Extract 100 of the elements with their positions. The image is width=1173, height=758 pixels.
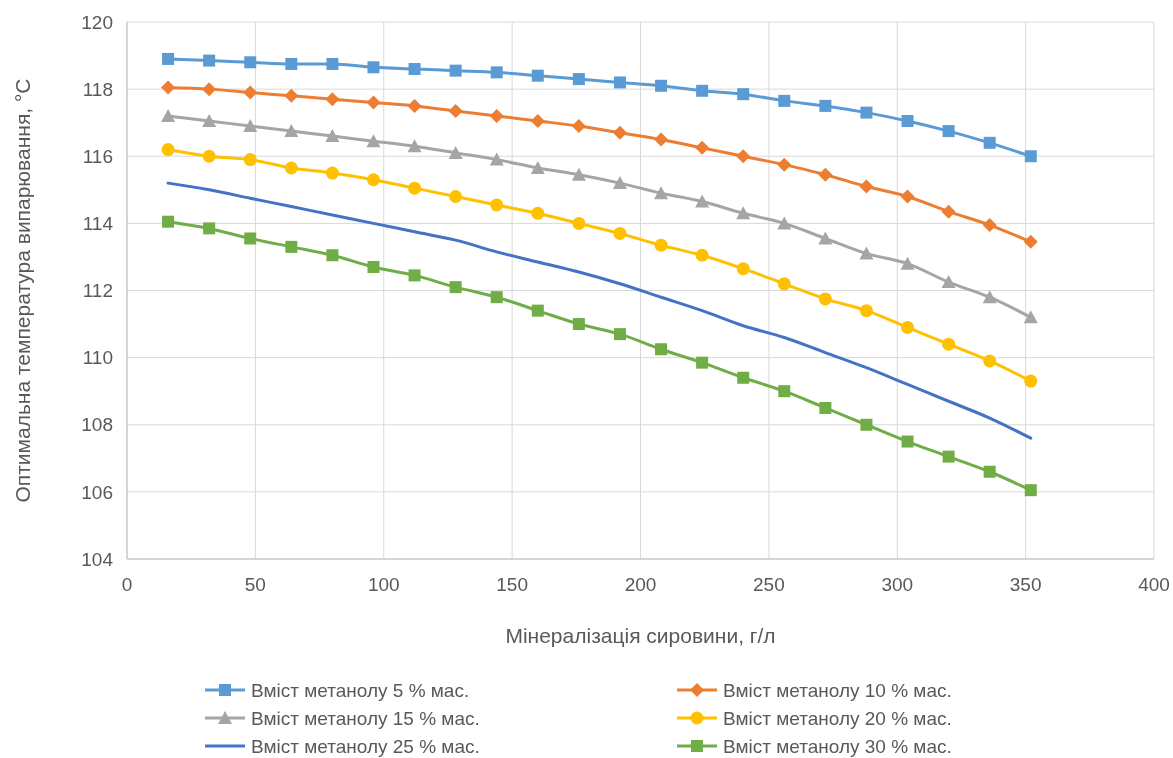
point — [819, 99, 832, 112]
point — [325, 166, 339, 180]
point — [161, 143, 175, 157]
point — [366, 134, 381, 148]
legend-label: Вміст метанолу 15 % мас. — [251, 707, 480, 729]
point — [407, 139, 422, 153]
y-tick-label: 108 — [81, 414, 113, 436]
point — [942, 450, 955, 463]
x-tick-label: 150 — [496, 574, 528, 595]
point — [941, 204, 956, 219]
point — [1023, 234, 1038, 249]
point — [161, 108, 176, 122]
point — [860, 418, 873, 431]
point — [818, 167, 833, 182]
point — [530, 161, 545, 174]
point — [777, 216, 792, 230]
point — [942, 125, 955, 138]
line-series — [166, 181, 1033, 440]
y-tick-label: 106 — [81, 481, 113, 503]
point — [613, 76, 626, 89]
point — [901, 320, 915, 334]
point — [285, 57, 298, 70]
legend-label: Вміст метанолу 10 % мас. — [723, 679, 952, 701]
x-tick-label: 50 — [244, 574, 266, 595]
y-axis-title: Оптимальна температура випарювання, °C — [11, 78, 34, 503]
point — [531, 69, 544, 82]
point — [612, 125, 627, 140]
point — [859, 179, 874, 194]
point — [572, 216, 586, 230]
point — [366, 95, 381, 110]
point — [777, 277, 791, 291]
x-tick-label: 0 — [121, 574, 133, 595]
point — [408, 181, 422, 195]
point — [982, 218, 997, 233]
point — [202, 82, 217, 97]
point — [530, 114, 545, 129]
point — [284, 161, 298, 175]
point — [243, 119, 258, 133]
point — [736, 262, 750, 276]
point — [901, 435, 914, 448]
point — [983, 136, 996, 149]
point — [284, 88, 299, 103]
x-tick-label: 100 — [367, 574, 400, 595]
point — [408, 269, 421, 282]
point — [942, 337, 956, 351]
x-tick-label: 400 — [1138, 574, 1170, 595]
point — [407, 98, 422, 113]
point — [736, 206, 751, 220]
point — [325, 129, 340, 143]
point — [243, 153, 257, 167]
point — [696, 356, 709, 369]
point — [655, 79, 668, 92]
point — [326, 249, 339, 262]
point — [490, 291, 503, 304]
point — [162, 215, 175, 228]
y-tick-label: 110 — [82, 347, 113, 369]
point — [202, 149, 216, 163]
point — [325, 92, 340, 107]
y-tick-label: 104 — [81, 548, 114, 570]
point — [203, 222, 216, 235]
point — [1023, 310, 1038, 324]
point — [571, 167, 586, 181]
point — [449, 190, 463, 204]
point — [983, 354, 997, 368]
x-tick-label: 250 — [753, 574, 785, 595]
point — [613, 226, 627, 240]
point — [531, 304, 544, 317]
point — [900, 189, 915, 204]
point — [654, 132, 669, 147]
point — [695, 140, 710, 155]
point — [571, 119, 586, 134]
point — [695, 248, 709, 262]
point — [490, 198, 504, 212]
point — [490, 66, 503, 79]
point — [161, 80, 176, 95]
point — [819, 401, 832, 414]
legend-label: Вміст метанолу 20 % мас. — [723, 707, 952, 729]
point — [326, 57, 339, 70]
point — [448, 145, 463, 159]
point — [696, 84, 709, 97]
point — [1024, 484, 1037, 497]
point — [449, 64, 462, 77]
point — [284, 124, 299, 138]
point — [655, 343, 668, 356]
point — [737, 88, 750, 101]
point — [285, 240, 298, 253]
point — [654, 238, 668, 252]
point — [243, 85, 258, 100]
point — [941, 275, 956, 289]
point — [737, 371, 750, 384]
point — [489, 108, 504, 123]
y-tick-label: 120 — [81, 11, 113, 33]
point — [777, 157, 792, 172]
point — [448, 103, 463, 118]
point — [203, 54, 216, 67]
point — [859, 246, 874, 260]
point — [818, 231, 833, 245]
x-tick-label: 300 — [881, 574, 914, 595]
y-tick-label: 112 — [82, 280, 113, 302]
point — [367, 261, 380, 274]
